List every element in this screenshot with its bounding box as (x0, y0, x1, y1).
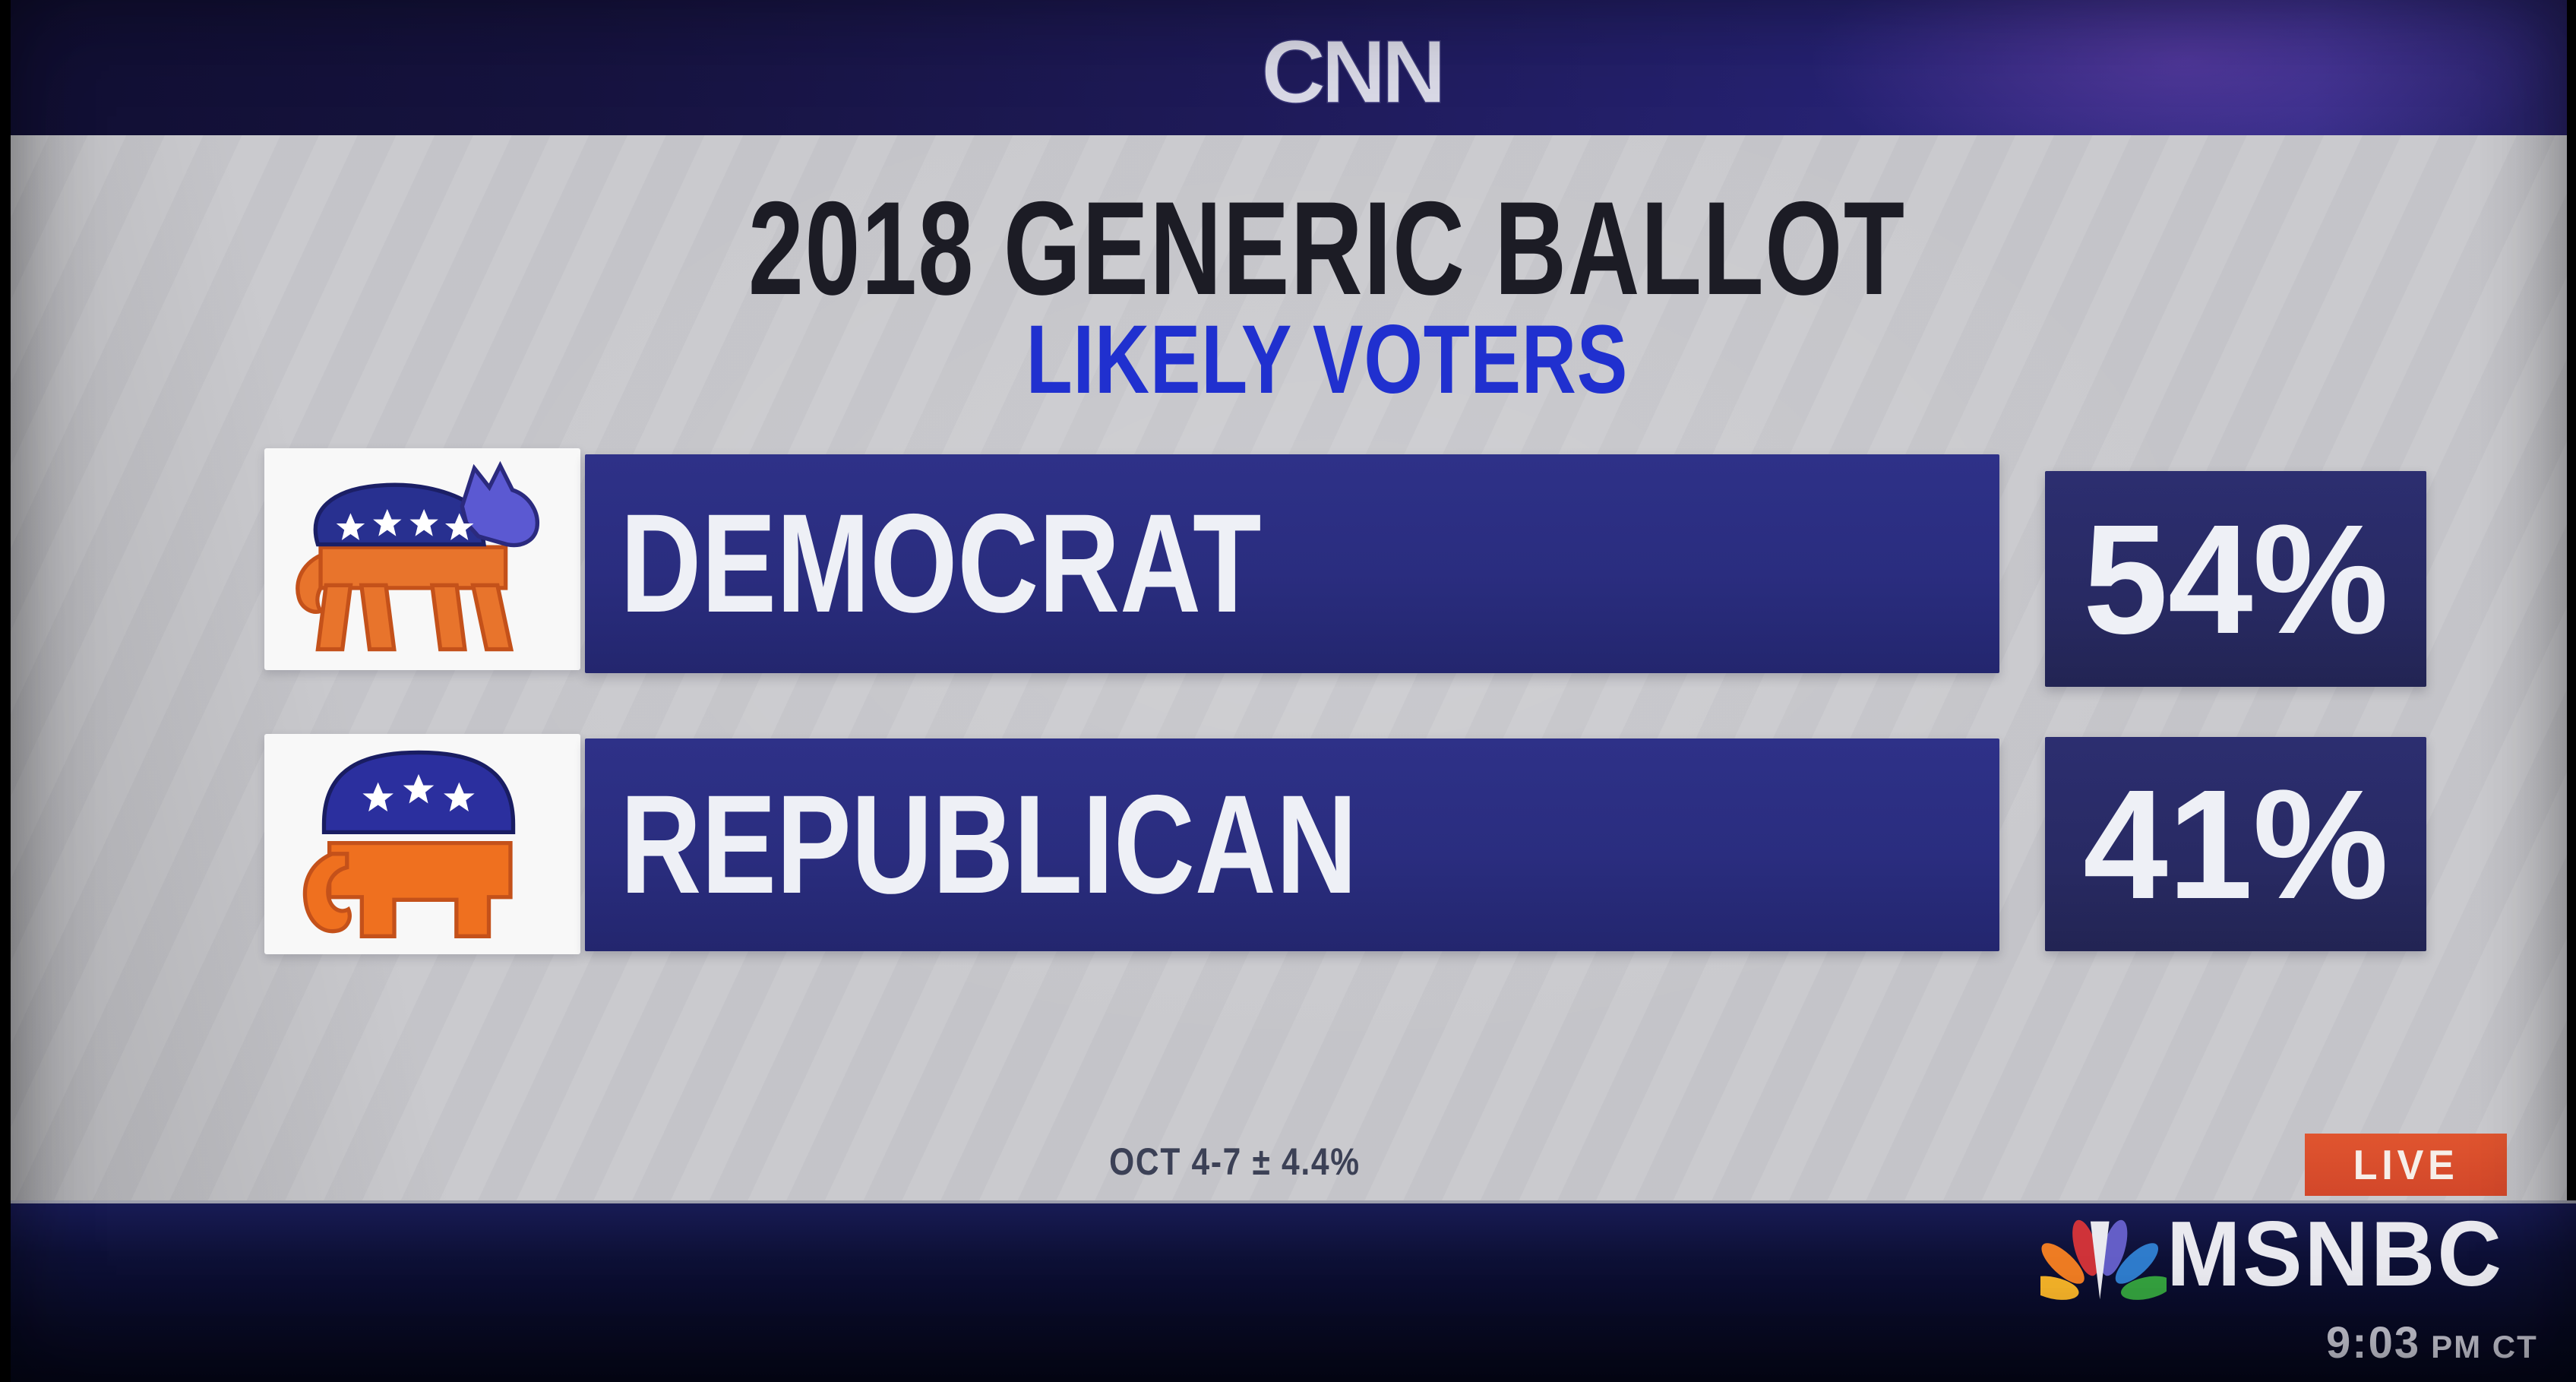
poll-subtitle: LIKELY VOTERS (87, 312, 2567, 409)
cnn-logo: CNN CNN (1260, 21, 1448, 124)
broadcast-clock: 9:03 PM CT (2326, 1317, 2538, 1368)
clock-suffix: PM CT (2431, 1329, 2538, 1365)
cnn-logo-outline: CNN (1261, 22, 1442, 122)
poll-source: OCT 4-7 ± 4.4% (881, 1140, 1588, 1184)
live-label: LIVE (2353, 1141, 2459, 1188)
democrat-value: 54% (2082, 492, 2389, 666)
democrat-label: DEMOCRAT (620, 485, 1262, 642)
republican-logo-tile (264, 734, 580, 954)
screen-edge-left (0, 0, 11, 1382)
live-badge: LIVE (2305, 1134, 2507, 1196)
democrat-logo-tile (264, 448, 580, 670)
nbc-peacock-icon (2040, 1219, 2167, 1300)
republican-bar: REPUBLICAN (585, 738, 1999, 951)
msnbc-wordmark: MSNBC (2167, 1202, 2504, 1305)
republican-value-box: 41% (2045, 737, 2426, 951)
top-banner: CNN CNN (11, 0, 2567, 135)
clock-time: 9:03 (2326, 1318, 2421, 1368)
republican-label: REPUBLICAN (620, 766, 1358, 923)
poll-title: 2018 GENERIC BALLOT (87, 182, 2567, 315)
republican-elephant-icon (302, 750, 515, 938)
poll-source-text: OCT 4-7 ± 4.4% (1108, 1140, 1361, 1183)
poll-title-text: 2018 GENERIC BALLOT (748, 175, 1906, 323)
cnn-logo-text: CNN (1261, 22, 1442, 122)
democrat-bar: DEMOCRAT (585, 454, 1999, 673)
screen-edge-right (2567, 0, 2576, 1200)
poll-graphic-panel: 2018 GENERIC BALLOT LIKELY VOTERS (11, 135, 2567, 1200)
democrat-value-box: 54% (2045, 471, 2426, 687)
republican-value: 41% (2082, 757, 2389, 931)
bottom-banner: MSNBC 9:03 PM CT (0, 1200, 2576, 1382)
democrat-donkey-icon (295, 460, 539, 651)
poll-subtitle-text: LIKELY VOTERS (1026, 305, 1628, 414)
